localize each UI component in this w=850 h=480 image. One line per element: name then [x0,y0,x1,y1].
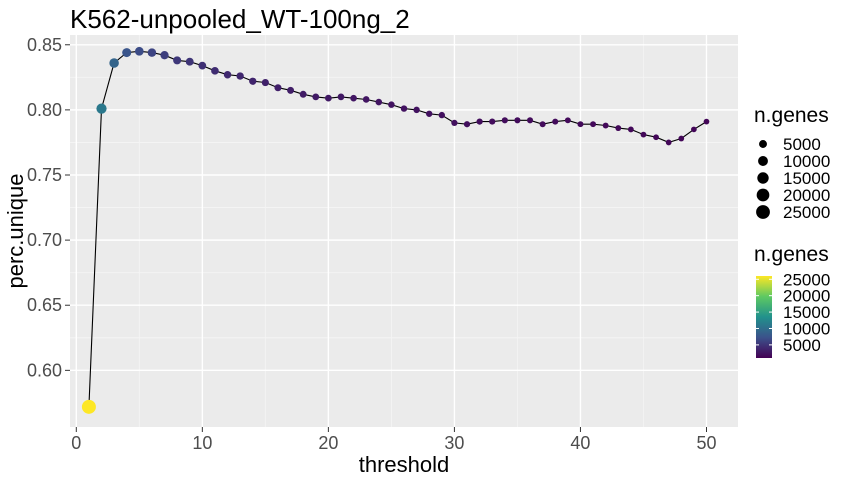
data-point [236,72,244,80]
data-point [665,139,672,146]
size-legend-label: 20000 [783,186,830,205]
size-legend-key [759,140,767,148]
y-tick-label: 0.65 [27,295,62,315]
data-point [122,48,132,58]
data-point [274,84,282,92]
data-point [564,117,571,124]
data-point [451,119,458,127]
grid-major [70,35,738,427]
data-point [653,134,659,141]
y-axis: 0.60 0.65 0.70 0.75 0.80 0.85 [27,35,70,380]
x-tick-label: 50 [696,433,716,453]
y-axis-title: perc.unique [3,174,28,289]
data-point [577,121,584,128]
data-point [375,98,383,106]
color-legend-label: 15000 [783,303,830,322]
data-point [438,111,445,119]
data-point [198,61,207,70]
data-point [81,399,96,414]
x-axis: 0 10 20 30 40 50 [71,427,717,453]
x-tick-label: 20 [318,433,338,453]
data-point [476,118,483,125]
data-point [514,117,521,124]
size-legend-key [757,172,769,184]
size-legend-key [758,156,768,166]
data-point [678,135,685,142]
chart-title: K562-unpooled_WT-100ng_2 [70,4,410,34]
data-point [249,77,257,85]
colorbar [756,276,772,358]
data-point [287,86,295,94]
x-tick-label: 30 [444,433,464,453]
data-point [501,117,508,124]
y-tick-label: 0.70 [27,230,62,250]
size-legend-label: 25000 [783,203,830,222]
grid-minor [70,35,738,427]
color-legend-title: n.genes [754,243,829,266]
y-tick-label: 0.85 [27,35,62,55]
data-point [552,118,559,125]
size-legend-label: 5000 [783,135,821,154]
data-point [134,46,144,56]
size-legend-key [756,205,770,219]
data-point [223,70,232,79]
color-legend-label: 5000 [783,336,821,355]
data-point [413,106,420,114]
data-point [539,121,546,128]
data-point [489,118,496,125]
data-point [640,131,647,138]
data-point [388,101,395,108]
data-point [96,103,107,114]
data-point [324,94,332,102]
data-point [703,118,710,125]
y-tick-label: 0.75 [27,165,62,185]
data-point [109,58,119,68]
points-group [81,46,710,414]
data-point [337,93,345,101]
color-legend-label: 25000 [783,270,830,289]
data-point [627,126,634,133]
color-legend-label: 20000 [783,287,830,306]
size-legend-label: 15000 [783,169,830,188]
x-tick-label: 0 [71,433,81,453]
data-point [615,125,622,132]
data-point [463,121,471,128]
size-legend-title: n.genes [754,104,829,127]
plot-panel [70,35,738,427]
data-point [691,126,697,133]
size-legend-key [756,188,770,202]
color-legend-label: 10000 [783,319,830,338]
data-point [173,56,182,65]
y-tick-label: 0.60 [27,360,62,380]
data-point [211,67,219,75]
data-point [590,121,597,128]
x-tick-label: 10 [192,433,212,453]
data-point [362,96,370,103]
data-point [426,110,433,117]
data-point [147,48,157,57]
data-point [527,117,534,124]
x-axis-title: threshold [359,452,450,477]
data-point [602,122,609,129]
data-point [400,105,408,112]
data-point [261,78,269,87]
data-point [299,90,307,98]
data-point [350,94,357,102]
x-tick-label: 40 [570,433,590,453]
data-point [185,57,194,66]
y-tick-label: 0.80 [27,100,62,120]
size-legend-label: 10000 [783,152,830,171]
data-point [160,51,169,60]
data-point [312,93,320,101]
